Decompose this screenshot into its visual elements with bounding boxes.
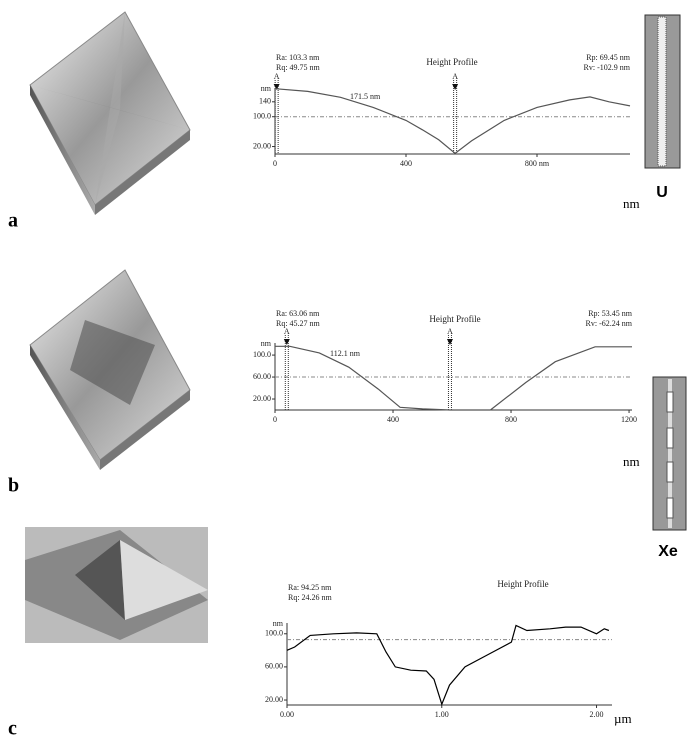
stat-label: Rq: 49.75 nm (276, 63, 321, 72)
afm-image-b (29, 269, 191, 470)
x-tick-label: 0 (273, 415, 277, 424)
x-tick-label: 0.00 (280, 710, 294, 719)
y-tick-label: 100.0 (265, 629, 283, 638)
stat-label: Rv: -102.9 nm (584, 63, 631, 72)
stat-label: Rp: 69.45 nm (586, 53, 631, 62)
profile-line (274, 88, 631, 155)
x-unit: nm (623, 196, 640, 211)
annotation: 112.1 nm (330, 349, 361, 358)
chart-title: Height Profile (429, 314, 480, 324)
cursor-label: A (274, 72, 280, 81)
afm-image-a (29, 11, 191, 215)
rod-label: U (656, 184, 668, 201)
stat-label: Ra: 94.25 nm (288, 583, 332, 592)
x-tick-label: 400 (400, 159, 412, 168)
x-unit: nm (623, 454, 640, 469)
x-tick-label: 0 (273, 159, 277, 168)
cursor-label: A (284, 327, 290, 336)
panel-label: c (8, 718, 17, 740)
x-tick-label: 1200 (621, 415, 637, 424)
y-tick-label: 60.00 (253, 372, 271, 381)
stat-label: Rv: -62.24 nm (586, 319, 633, 328)
cursor-marker (283, 339, 290, 345)
stat-label: Rq: 24.26 nm (288, 593, 333, 602)
afm-image-c (25, 527, 208, 643)
x-tick-label: 1.00 (435, 710, 449, 719)
y-unit: nm (273, 619, 284, 628)
cursor-marker (273, 84, 280, 90)
cursor-label: A (447, 327, 453, 336)
y-tick-label: 20.00 (253, 141, 271, 150)
profile-line (275, 345, 632, 411)
y-tick-label: 140 (259, 97, 271, 106)
cursor-marker (446, 339, 453, 345)
x-tick-label: 400 (387, 415, 399, 424)
stat-label: Rq: 45.27 nm (276, 319, 321, 328)
rod-label: Xe (658, 543, 678, 560)
y-tick-label: 60.00 (265, 662, 283, 671)
cursor-marker (452, 84, 459, 90)
x-tick-label: 800 nm (525, 159, 550, 168)
chart-title: Height Profile (426, 57, 477, 67)
y-tick-label: 100.0 (253, 112, 271, 121)
stat-label: Ra: 63.06 nm (276, 309, 320, 318)
panel-label: b (8, 475, 19, 497)
x-unit: µm (614, 711, 632, 726)
stat-label: Ra: 103.3 nm (276, 53, 320, 62)
rod-xe (652, 376, 687, 531)
chart-title: Height Profile (497, 579, 548, 589)
x-tick-label: 2.00 (590, 710, 604, 719)
y-unit: nm (261, 84, 272, 93)
y-tick-label: 20.00 (253, 394, 271, 403)
profile-line (286, 624, 610, 706)
y-tick-label: 100.0 (253, 350, 271, 359)
annotation: 171.5 nm (350, 92, 381, 101)
cursor-label: A (452, 72, 458, 81)
stat-label: Rp: 53.45 nm (588, 309, 633, 318)
x-tick-label: 800 (505, 415, 517, 424)
y-tick-label: 20.00 (265, 695, 283, 704)
y-unit: nm (261, 339, 272, 348)
rod-u (644, 14, 681, 169)
panel-label: a (8, 210, 18, 232)
